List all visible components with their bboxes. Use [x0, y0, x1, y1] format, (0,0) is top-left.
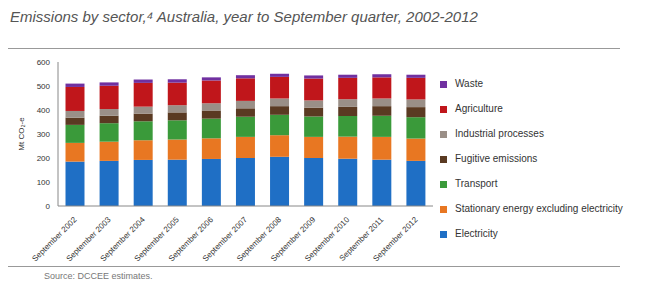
svg-text:September 2008: September 2008: [234, 215, 284, 264]
svg-text:September 2007: September 2007: [200, 215, 249, 264]
svg-text:500: 500: [37, 82, 51, 91]
svg-text:September 2003: September 2003: [64, 215, 113, 264]
html-text:Agriculture: Agriculture: [455, 103, 503, 114]
svg-text:September 2009: September 2009: [269, 215, 318, 264]
svg-text:0: 0: [46, 202, 51, 211]
html-text:Electricity: Electricity: [455, 228, 498, 239]
html-text:Waste: Waste: [455, 78, 483, 89]
svg-text:200: 200: [37, 154, 51, 163]
svg-text:September 2004: September 2004: [98, 215, 147, 264]
svg-text:600: 600: [37, 58, 51, 67]
svg-text:100: 100: [37, 178, 51, 187]
svg-text:September 2005: September 2005: [132, 215, 181, 264]
svg-text:September 2002: September 2002: [30, 215, 79, 264]
html-text:Source: DCCEE estimates.: Source: DCCEE estimates.: [44, 271, 153, 281]
svg-text:September 2011: September 2011: [337, 215, 386, 263]
html-text:Emissions by sector,⁴ Australi: Emissions by sector,⁴ Australia, year to…: [10, 8, 478, 25]
svg-text:September 2010: September 2010: [303, 215, 352, 264]
svg-text:Mt CO₂-e: Mt CO₂-e: [17, 117, 26, 151]
svg-text:400: 400: [37, 106, 51, 115]
svg-text:September 2006: September 2006: [166, 215, 215, 264]
html-text:Industrial processes: Industrial processes: [455, 128, 544, 139]
svg-text:300: 300: [37, 130, 51, 139]
html-text:Stationary energy excluding el: Stationary energy excluding electricity: [455, 203, 623, 214]
svg-text:September 2012: September 2012: [371, 215, 420, 264]
html-text:Fugitive emissions: Fugitive emissions: [455, 153, 538, 164]
html-text:Transport: Transport: [455, 178, 498, 189]
